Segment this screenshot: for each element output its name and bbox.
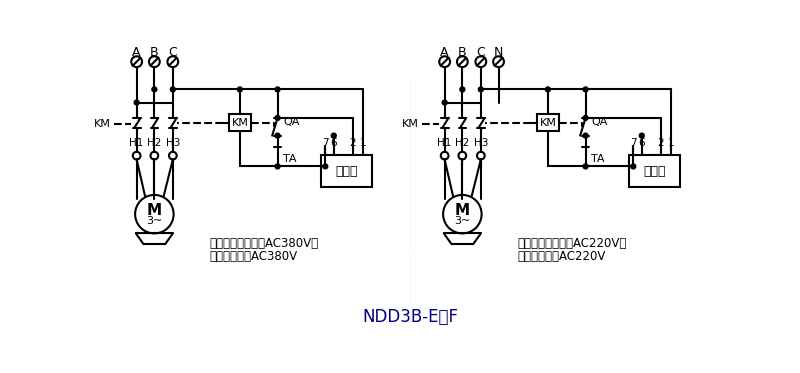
Text: 2: 2 <box>658 138 664 148</box>
Text: 6: 6 <box>330 138 337 148</box>
Text: 保护器: 保护器 <box>335 164 358 178</box>
Text: 保护器工作电压为AC380V；: 保护器工作电压为AC380V； <box>210 237 319 250</box>
Circle shape <box>238 87 242 92</box>
Text: KM: KM <box>539 117 556 128</box>
Circle shape <box>134 100 139 105</box>
Text: 3~: 3~ <box>454 216 470 226</box>
Text: H2: H2 <box>455 138 470 148</box>
Text: 6: 6 <box>638 138 645 148</box>
Circle shape <box>275 164 280 169</box>
Circle shape <box>639 133 644 138</box>
Text: NDD3B-E、F: NDD3B-E、F <box>362 308 458 326</box>
Text: 保护器: 保护器 <box>643 164 666 178</box>
Circle shape <box>275 116 280 120</box>
Text: A: A <box>441 46 449 59</box>
Circle shape <box>170 87 175 92</box>
Circle shape <box>152 87 157 92</box>
Text: KM: KM <box>402 119 419 129</box>
Circle shape <box>583 116 588 120</box>
Text: 交流接触器为AC220V: 交流接触器为AC220V <box>518 250 606 263</box>
Text: 3~: 3~ <box>146 216 162 226</box>
Text: B: B <box>458 46 466 59</box>
Circle shape <box>331 133 336 138</box>
Text: N: N <box>494 46 503 59</box>
Text: 保护器工作电压为AC220V；: 保护器工作电压为AC220V； <box>518 237 627 250</box>
Text: H3: H3 <box>166 138 180 148</box>
Circle shape <box>478 87 483 92</box>
Circle shape <box>631 164 636 169</box>
Circle shape <box>275 133 280 138</box>
Text: KM: KM <box>231 117 248 128</box>
Text: 7: 7 <box>630 138 637 148</box>
Bar <box>630 155 679 187</box>
Text: 交流接触器为AC380V: 交流接触器为AC380V <box>210 250 298 263</box>
Bar <box>229 114 250 131</box>
Text: M: M <box>146 203 162 218</box>
Circle shape <box>583 87 588 92</box>
Text: H1: H1 <box>130 138 144 148</box>
Circle shape <box>442 100 447 105</box>
Text: M: M <box>454 203 470 218</box>
Text: 1: 1 <box>360 138 366 148</box>
Circle shape <box>460 87 465 92</box>
Text: 2: 2 <box>350 138 356 148</box>
Text: 7: 7 <box>322 138 329 148</box>
Circle shape <box>583 164 588 169</box>
Bar <box>537 114 558 131</box>
Text: H3: H3 <box>474 138 488 148</box>
Text: H1: H1 <box>438 138 452 148</box>
Text: TA: TA <box>283 154 297 164</box>
Text: B: B <box>150 46 158 59</box>
Text: TA: TA <box>591 154 605 164</box>
Circle shape <box>275 87 280 92</box>
Text: A: A <box>133 46 141 59</box>
Text: KM: KM <box>94 119 111 129</box>
Circle shape <box>583 133 588 138</box>
Text: QA: QA <box>283 117 299 127</box>
Bar <box>322 155 371 187</box>
Text: C: C <box>169 46 178 59</box>
Text: 1: 1 <box>668 138 674 148</box>
Circle shape <box>546 87 550 92</box>
Text: H2: H2 <box>147 138 162 148</box>
Text: C: C <box>477 46 486 59</box>
Text: QA: QA <box>591 117 607 127</box>
Circle shape <box>323 164 328 169</box>
